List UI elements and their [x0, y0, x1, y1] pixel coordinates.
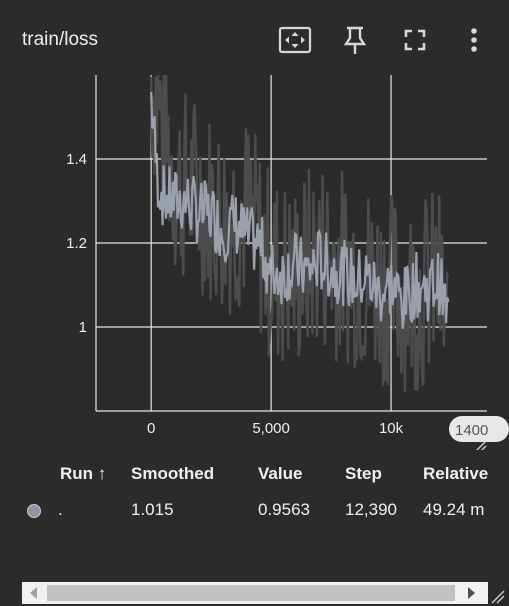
relative-value: 49.24 m — [423, 500, 485, 519]
chart-svg[interactable]: 0 5,000 10k 1 1.2 1.4 1400 — [0, 70, 509, 452]
smoothed-loss-line — [150, 91, 450, 329]
x-tick-label: 5,000 — [252, 420, 290, 437]
col-smoothed-header[interactable]: Smoothed — [131, 464, 215, 483]
scrollbar-thumb[interactable] — [47, 585, 455, 601]
run-name: . — [58, 500, 63, 519]
chart-resize-icon[interactable] — [475, 440, 487, 452]
card-title: train/loss — [22, 29, 99, 50]
hover-x-label: 1400 — [449, 416, 509, 442]
col-value-header[interactable]: Value — [258, 464, 303, 483]
y-tick-label: 1.4 — [66, 151, 87, 168]
x-tick-label: 0 — [147, 420, 155, 437]
table-row: . 1.015 0.9563 12,390 49.24 m — [0, 500, 509, 524]
col-run-header[interactable]: Run ↑ — [60, 464, 107, 483]
table-header: Run ↑ Smoothed Value Step Relative — [0, 464, 509, 488]
col-relative-header[interactable]: Relative — [423, 464, 489, 483]
scroll-left-icon[interactable] — [30, 587, 37, 599]
raw-value: 0.9563 — [258, 500, 310, 519]
col-step-header[interactable]: Step — [345, 464, 382, 483]
y-tick-label: 1 — [79, 319, 87, 336]
loss-chart[interactable]: 0 5,000 10k 1 1.2 1.4 1400 — [0, 70, 509, 452]
smoothed-value: 1.015 — [131, 500, 174, 519]
table-resize-icon[interactable] — [489, 588, 505, 604]
y-tick-label: 1.2 — [66, 235, 87, 252]
step-value: 12,390 — [345, 500, 397, 519]
x-tick-label: 10k — [379, 420, 404, 437]
fit-domain-icon[interactable] — [278, 24, 312, 56]
svg-text:1400: 1400 — [455, 422, 488, 439]
pin-icon[interactable] — [338, 24, 372, 56]
horizontal-scrollbar[interactable] — [22, 582, 488, 604]
fullscreen-icon[interactable] — [398, 24, 432, 56]
run-color-dot — [27, 504, 41, 518]
more-vert-icon[interactable] — [457, 24, 491, 56]
scroll-right-icon[interactable] — [468, 587, 475, 599]
